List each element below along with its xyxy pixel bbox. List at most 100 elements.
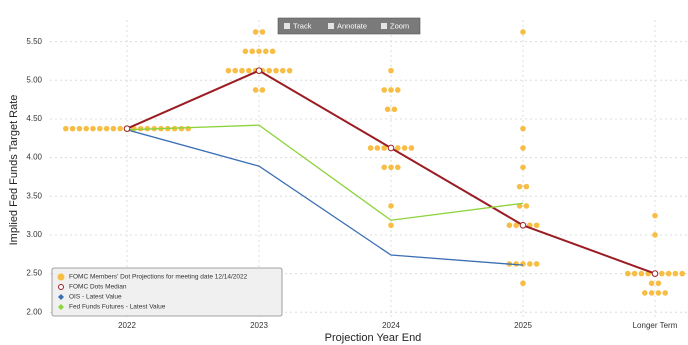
- dot: [103, 125, 110, 132]
- x-axis-title: Projection Year End: [325, 332, 422, 344]
- y-tick-label: 3.50: [26, 191, 42, 200]
- dot: [110, 125, 117, 132]
- dot: [263, 48, 269, 55]
- dot: [388, 203, 394, 209]
- toolbar-button[interactable]: Zoom: [390, 21, 409, 30]
- y-tick-label: 2.00: [26, 307, 42, 316]
- dot: [665, 270, 672, 277]
- toolbar-button[interactable]: Track: [293, 21, 312, 30]
- dot: [395, 145, 401, 151]
- series-line: [126, 129, 524, 266]
- legend: FOMC Members' Dot Projections for meetin…: [51, 267, 283, 317]
- dot: [523, 203, 530, 209]
- median-marker: [123, 125, 131, 132]
- dot: [185, 125, 191, 132]
- dot: [367, 145, 374, 151]
- dot: [388, 67, 394, 74]
- median-marker: [255, 67, 263, 74]
- dot: [655, 280, 662, 287]
- dot: [388, 87, 394, 93]
- legend-marker: [58, 294, 64, 300]
- dot: [388, 222, 394, 229]
- dot: [625, 270, 631, 277]
- y-tick-label: 4.00: [26, 153, 42, 162]
- dot: [252, 87, 259, 93]
- dot: [286, 67, 293, 74]
- y-axis-title: Implied Fed Funds Target Rate: [8, 95, 20, 246]
- dot: [395, 87, 401, 93]
- y-tick-label: 5.00: [26, 75, 42, 84]
- x-tick-label: 2022: [118, 321, 136, 330]
- dot: [662, 290, 668, 296]
- dot: [533, 261, 540, 267]
- dot: [256, 48, 262, 55]
- dot: [391, 106, 398, 113]
- x-tick-label: 2024: [382, 321, 400, 330]
- x-tick-label: Longer Term: [633, 321, 678, 330]
- dot: [520, 164, 526, 171]
- y-tick-label: 4.50: [26, 114, 42, 123]
- legend-marker: [58, 284, 64, 290]
- dot: [273, 67, 279, 74]
- dot: [520, 125, 526, 132]
- y-tick-label: 5.50: [26, 37, 42, 46]
- dot: [652, 232, 658, 238]
- dot: [631, 270, 638, 277]
- dot: [266, 67, 273, 74]
- dot: [137, 125, 144, 132]
- dot: [520, 29, 526, 35]
- legend-marker: [57, 273, 65, 281]
- dot: [516, 183, 523, 190]
- dot: [374, 145, 381, 151]
- toolbar-icon[interactable]: [284, 23, 290, 29]
- dot: [384, 106, 391, 113]
- series-line: [126, 124, 524, 221]
- median-marker: [651, 270, 659, 277]
- dot: [90, 125, 96, 132]
- dot: [655, 290, 662, 296]
- dot: [408, 145, 415, 151]
- toolbar-icon[interactable]: [328, 23, 334, 29]
- legend-label: OIS - Latest Value: [69, 294, 122, 301]
- legend-box: [51, 267, 283, 317]
- dot: [520, 261, 526, 267]
- dot: [679, 270, 685, 277]
- dot: [76, 125, 83, 132]
- dot: [239, 67, 245, 74]
- legend-label: FOMC Dots Median: [69, 284, 127, 291]
- dot: [63, 125, 69, 132]
- median-marker: [387, 144, 395, 152]
- toolbar-button[interactable]: Annotate: [337, 21, 367, 30]
- dot: [520, 145, 526, 151]
- legend-label: Fed Funds Futures - Latest Value: [69, 304, 166, 311]
- dot: [381, 87, 388, 93]
- toolbar: Track Annotate Zoom: [277, 17, 421, 35]
- dot: [672, 270, 679, 277]
- dot: [242, 48, 249, 55]
- toolbar-icon[interactable]: [381, 23, 387, 29]
- dot: [280, 67, 286, 74]
- dot: [642, 290, 648, 296]
- legend-label: FOMC Members' Dot Projections for meetin…: [69, 274, 248, 281]
- dot: [381, 145, 388, 151]
- y-tick-label: 2.50: [26, 269, 42, 278]
- dot: [652, 212, 658, 219]
- dot: [388, 164, 394, 171]
- dot: [513, 222, 519, 229]
- dot: [178, 125, 185, 132]
- y-tick-label: 3.00: [26, 230, 42, 239]
- dot: [269, 48, 276, 55]
- dot: [527, 261, 533, 267]
- dot: [249, 48, 255, 55]
- dot: [648, 290, 655, 296]
- x-tick-label: 2023: [250, 321, 268, 330]
- dot: [259, 87, 266, 93]
- dot: [516, 203, 523, 209]
- dot: [252, 29, 259, 35]
- x-tick-label: 2025: [514, 321, 532, 330]
- dot: [533, 222, 540, 229]
- dot: [506, 222, 513, 229]
- dot: [638, 270, 645, 277]
- dot: [232, 67, 238, 74]
- dot: [381, 164, 388, 171]
